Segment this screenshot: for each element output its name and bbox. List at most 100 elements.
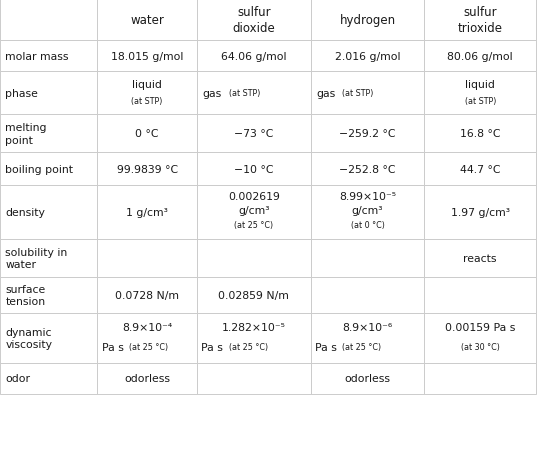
Bar [197,240,311,277]
Bar [424,0,536,41]
Text: (at 25 °C): (at 25 °C) [342,343,382,352]
Text: solubility in
water: solubility in water [5,247,68,269]
Bar [197,115,311,153]
Bar [424,240,536,277]
Bar [197,277,311,313]
Bar [424,313,536,363]
Text: 0.002619: 0.002619 [228,191,280,201]
Bar [311,313,424,363]
Bar [311,277,424,313]
Text: 16.8 °C: 16.8 °C [460,129,501,139]
Bar [311,363,424,394]
Bar [311,185,424,240]
Text: 99.9839 °C: 99.9839 °C [117,164,177,174]
Bar [0,0,97,41]
Bar [424,72,536,115]
Bar [197,313,311,363]
Text: (at 30 °C): (at 30 °C) [461,343,500,352]
Bar [424,115,536,153]
Text: (at 25 °C): (at 25 °C) [229,343,268,352]
Text: molar mass: molar mass [5,52,69,62]
Text: 64.06 g/mol: 64.06 g/mol [221,52,287,62]
Text: 0 °C: 0 °C [135,129,159,139]
Bar [424,363,536,394]
Text: 8.9×10⁻⁴: 8.9×10⁻⁴ [122,322,173,332]
Text: dynamic
viscosity: dynamic viscosity [5,327,52,349]
Text: g/cm³: g/cm³ [352,205,383,215]
Text: density: density [5,207,45,218]
Bar [0,313,97,363]
Bar [0,153,97,185]
Text: (at STP): (at STP) [229,89,260,98]
Text: (at 25 °C): (at 25 °C) [234,220,274,230]
Text: boiling point: boiling point [5,164,74,174]
Bar [197,0,311,41]
Text: −10 °C: −10 °C [234,164,274,174]
Text: (at STP): (at STP) [132,97,163,106]
Text: phase: phase [5,89,38,99]
Bar [311,115,424,153]
Bar [311,41,424,72]
Text: odorless: odorless [345,374,390,383]
Bar [0,41,97,72]
Text: Pa s: Pa s [102,342,123,352]
Text: odor: odor [5,374,31,383]
Bar [0,115,97,153]
Bar [97,277,197,313]
Bar [424,41,536,72]
Text: Pa s: Pa s [201,342,223,352]
Text: (at STP): (at STP) [465,97,496,106]
Text: 1.97 g/cm³: 1.97 g/cm³ [450,207,510,218]
Bar [197,153,311,185]
Bar [97,363,197,394]
Bar [97,72,197,115]
Text: (at STP): (at STP) [342,89,373,98]
Text: 18.015 g/mol: 18.015 g/mol [111,52,183,62]
Bar [424,185,536,240]
Text: gas: gas [203,89,222,99]
Bar [197,41,311,72]
Text: sulfur
dioxide: sulfur dioxide [233,6,275,35]
Bar [0,240,97,277]
Text: (at 0 °C): (at 0 °C) [351,220,384,230]
Text: liquid: liquid [132,80,162,90]
Text: 0.02859 N/m: 0.02859 N/m [218,291,289,300]
Bar [311,240,424,277]
Text: surface
tension: surface tension [5,284,46,307]
Text: water: water [130,14,164,27]
Text: Pa s: Pa s [315,342,337,352]
Bar [197,72,311,115]
Bar [97,185,197,240]
Text: (at 25 °C): (at 25 °C) [129,343,168,352]
Text: 1.282×10⁻⁵: 1.282×10⁻⁵ [222,322,286,332]
Bar [424,277,536,313]
Bar [424,153,536,185]
Text: 1 g/cm³: 1 g/cm³ [126,207,168,218]
Text: odorless: odorless [124,374,170,383]
Text: 80.06 g/mol: 80.06 g/mol [447,52,513,62]
Bar [311,0,424,41]
Text: g/cm³: g/cm³ [238,205,270,215]
Bar [97,240,197,277]
Text: −259.2 °C: −259.2 °C [339,129,396,139]
Bar [97,115,197,153]
Text: hydrogen: hydrogen [340,14,395,27]
Text: 2.016 g/mol: 2.016 g/mol [335,52,400,62]
Bar [0,277,97,313]
Bar [0,72,97,115]
Bar [97,313,197,363]
Bar [197,363,311,394]
Bar [311,72,424,115]
Text: 44.7 °C: 44.7 °C [460,164,501,174]
Text: 0.0728 N/m: 0.0728 N/m [115,291,179,300]
Text: sulfur
trioxide: sulfur trioxide [458,6,503,35]
Bar [97,41,197,72]
Text: gas: gas [316,89,335,99]
Text: liquid: liquid [465,80,495,90]
Text: −252.8 °C: −252.8 °C [339,164,396,174]
Bar [0,185,97,240]
Text: 8.9×10⁻⁶: 8.9×10⁻⁶ [342,322,393,332]
Text: −73 °C: −73 °C [234,129,274,139]
Text: 8.99×10⁻⁵: 8.99×10⁻⁵ [339,191,396,201]
Bar [197,185,311,240]
